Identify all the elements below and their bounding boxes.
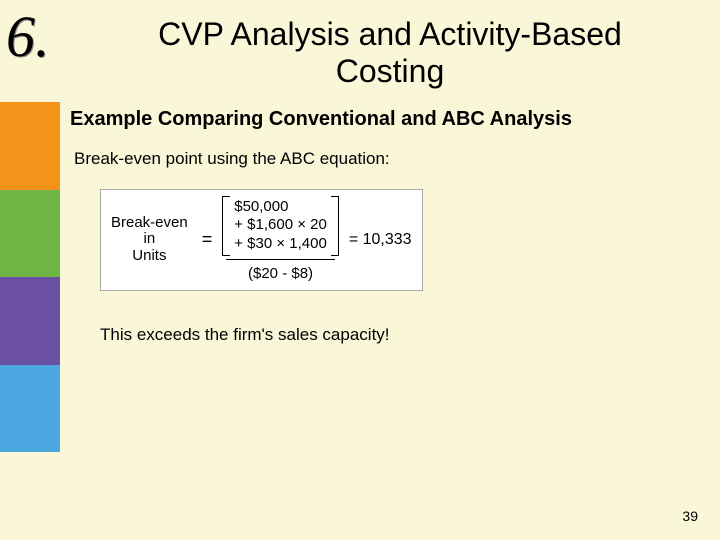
main-content: CVP Analysis and Activity-Based Costing … (60, 0, 720, 540)
fraction-line (226, 259, 335, 260)
chapter-number: 6. (6, 8, 50, 66)
slide: 6. CVP Analysis and Activity-Based Costi… (0, 0, 720, 540)
eq-left-line2: in (111, 231, 188, 248)
equation-result: = 10,333 (349, 231, 412, 249)
sidebar-stripe-purple (0, 277, 60, 365)
sidebar-stripe-green (0, 190, 60, 278)
equation-fraction: $50,000 + $1,600 × 20 + $30 × 1,400 ($20… (226, 196, 335, 284)
bracket-right-icon (331, 196, 339, 256)
equation-box: Break-even in Units = $50,000 + $1,600 ×… (100, 189, 423, 291)
eq-left-line1: Break-even (111, 215, 188, 232)
sidebar: 6. (0, 0, 60, 540)
slide-subtitle: Example Comparing Conventional and ABC A… (60, 102, 720, 145)
sidebar-stripe-bottom (0, 452, 60, 540)
equation-denominator: ($20 - $8) (242, 263, 319, 284)
equation-left-label: Break-even in Units (111, 215, 188, 265)
sidebar-stripe-orange (0, 102, 60, 190)
equation-numerator: $50,000 + $1,600 × 20 + $30 × 1,400 (226, 196, 335, 256)
numerator-line3: + $30 × 1,400 (234, 235, 327, 254)
note-text: This exceeds the firm's sales capacity! (60, 305, 720, 351)
sidebar-stripe-top: 6. (0, 0, 60, 102)
result-value: 10,333 (363, 231, 412, 248)
page-number: 39 (682, 508, 698, 524)
slide-title: CVP Analysis and Activity-Based Costing (60, 0, 720, 102)
bracket-left-icon (222, 196, 230, 256)
body-text: Break-even point using the ABC equation: (60, 145, 720, 175)
numerator-line1: $50,000 (234, 198, 327, 217)
eq-left-line3: Units (111, 248, 188, 265)
numerator-line2: + $1,600 × 20 (234, 216, 327, 235)
equals-sign-1: = (202, 229, 213, 250)
sidebar-stripe-blue (0, 365, 60, 453)
